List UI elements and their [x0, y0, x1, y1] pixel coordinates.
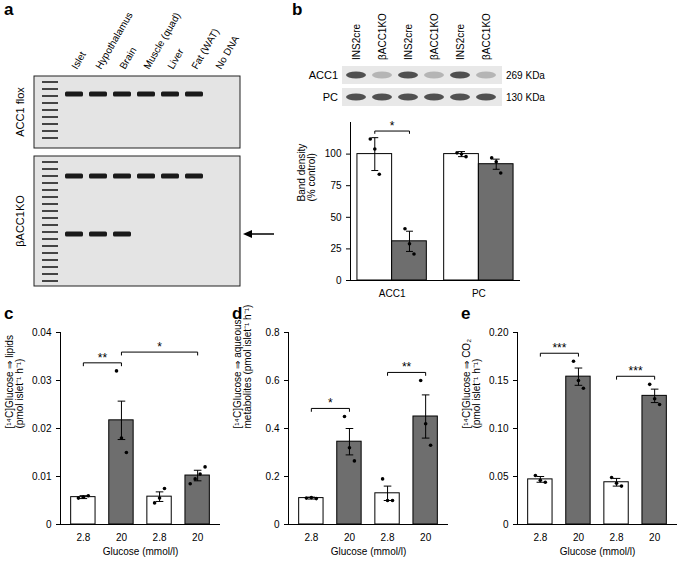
svg-text:[¹⁴C]Glucose ⇒ lipids(pmol isl: [¹⁴C]Glucose ⇒ lipids(pmol islet⁻¹ h⁻¹) — [4, 335, 25, 428]
svg-text:ACC1: ACC1 — [309, 69, 338, 81]
svg-text:INS2cre: INS2cre — [351, 23, 362, 60]
svg-text:**: ** — [402, 360, 412, 374]
svg-text:20: 20 — [649, 532, 661, 543]
svg-text:βACC1KO: βACC1KO — [377, 13, 388, 60]
svg-text:0: 0 — [503, 519, 509, 530]
svg-text:2.8: 2.8 — [76, 532, 90, 543]
svg-text:0: 0 — [336, 275, 342, 286]
svg-text:***: *** — [629, 364, 643, 378]
svg-text:Liver: Liver — [165, 46, 186, 71]
svg-text:20: 20 — [192, 532, 204, 543]
svg-text:0: 0 — [274, 519, 280, 530]
svg-text:0.6: 0.6 — [266, 375, 280, 386]
svg-text:*: * — [157, 340, 162, 354]
svg-text:ACC1: ACC1 — [379, 288, 406, 299]
svg-text:0.01: 0.01 — [32, 471, 52, 482]
svg-text:0.03: 0.03 — [32, 375, 52, 386]
svg-text:Islet: Islet — [69, 49, 88, 71]
svg-text:0.20: 0.20 — [489, 327, 509, 338]
svg-text:Glucose (mmol/l): Glucose (mmol/l) — [103, 546, 179, 557]
svg-text:**: ** — [98, 351, 108, 365]
svg-text:20: 20 — [573, 532, 585, 543]
svg-text:INS2cre: INS2cre — [455, 23, 466, 60]
svg-text:[¹⁴C]Glucose ⇒ CO₂(pmol islet⁻: [¹⁴C]Glucose ⇒ CO₂(pmol islet⁻¹ h⁻¹) — [461, 339, 482, 429]
svg-text:Brain: Brain — [117, 45, 138, 71]
svg-text:***: *** — [552, 341, 566, 355]
svg-text:0.8: 0.8 — [266, 327, 280, 338]
svg-text:*: * — [390, 119, 395, 133]
svg-text:Band density(% control): Band density(% control) — [296, 144, 317, 202]
svg-text:0.02: 0.02 — [32, 423, 52, 434]
svg-text:0.10: 0.10 — [489, 423, 509, 434]
svg-text:20: 20 — [420, 532, 432, 543]
svg-text:75: 75 — [330, 180, 342, 191]
svg-text:*: * — [328, 396, 333, 410]
svg-text:2.8: 2.8 — [610, 532, 624, 543]
svg-text:[¹⁴C]Glucose ⇒ aqueousmetaboli: [¹⁴C]Glucose ⇒ aqueousmetabolites (pmol … — [232, 305, 253, 429]
svg-text:269 KDa: 269 KDa — [506, 70, 545, 81]
svg-text:Glucose (mmol/l): Glucose (mmol/l) — [560, 546, 636, 557]
svg-text:20: 20 — [344, 532, 356, 543]
svg-text:2.8: 2.8 — [381, 532, 395, 543]
svg-text:0: 0 — [46, 519, 52, 530]
svg-text:0.15: 0.15 — [489, 375, 509, 386]
svg-text:βACC1KO: βACC1KO — [481, 13, 492, 60]
svg-text:INS2cre: INS2cre — [403, 23, 414, 60]
svg-text:50: 50 — [330, 212, 342, 223]
svg-text:20: 20 — [116, 532, 128, 543]
svg-text:25: 25 — [330, 243, 342, 254]
svg-text:2.8: 2.8 — [304, 532, 318, 543]
svg-text:100: 100 — [325, 148, 342, 159]
svg-text:ACC1 flox: ACC1 flox — [14, 87, 26, 137]
svg-text:No DNA: No DNA — [213, 33, 241, 71]
svg-text:0.04: 0.04 — [32, 327, 52, 338]
svg-text:PC: PC — [323, 91, 338, 103]
svg-text:βACC1KO: βACC1KO — [429, 13, 440, 60]
svg-text:0.4: 0.4 — [266, 423, 280, 434]
svg-text:0.2: 0.2 — [266, 471, 280, 482]
svg-text:2.8: 2.8 — [153, 532, 167, 543]
svg-text:βACC1KO: βACC1KO — [14, 195, 26, 247]
svg-text:PC: PC — [472, 288, 486, 299]
svg-text:2.8: 2.8 — [533, 532, 547, 543]
svg-text:130 KDa: 130 KDa — [506, 92, 545, 103]
svg-text:0.05: 0.05 — [489, 471, 509, 482]
svg-text:Glucose (mmol/l): Glucose (mmol/l) — [331, 546, 407, 557]
